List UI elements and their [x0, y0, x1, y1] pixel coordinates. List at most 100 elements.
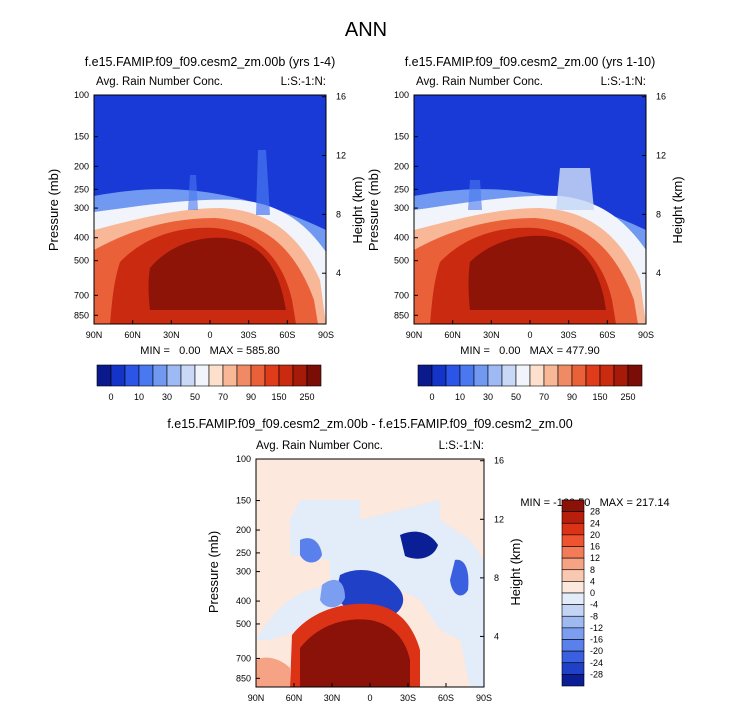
colorbar-swatch: [561, 499, 585, 512]
colorbar-swatch: [501, 364, 517, 387]
colorbar-swatch: [487, 364, 503, 387]
height-tick-label: 4: [656, 268, 661, 278]
panel-b-ylabel-right: Height (km): [670, 176, 685, 243]
x-tick-label: 30N: [324, 693, 341, 703]
colorbar-label: -28: [590, 669, 603, 679]
colorbar-label: 70: [539, 392, 549, 402]
panel-a: f.e15.FAMIP.f09_f09.cesm2_zm.00b (yrs 1-…: [46, 55, 365, 402]
colorbar-swatch: [459, 364, 475, 387]
panel-a-ylabel: Pressure (mb): [46, 169, 61, 251]
colorbar-label: 70: [218, 392, 228, 402]
colorbar-label: 4: [590, 576, 595, 586]
height-tick-label: 16: [336, 92, 346, 102]
y-tick-label: 500: [236, 619, 251, 629]
colorbar-swatch: [561, 650, 585, 664]
panel-a-title: f.e15.FAMIP.f09_f09.cesm2_zm.00b (yrs 1-…: [85, 55, 336, 69]
colorbar-swatch: [529, 364, 545, 387]
colorbar-swatch: [250, 364, 266, 387]
colorbar-swatch: [561, 546, 585, 559]
colorbar-swatch: [515, 364, 531, 387]
y-tick-label: 400: [236, 596, 251, 606]
height-tick-label: 12: [656, 151, 666, 161]
y-tick-label: 250: [394, 184, 409, 194]
colorbar-label: -16: [590, 635, 603, 645]
y-tick-label: 250: [74, 184, 89, 194]
panel-a-ylabel-right: Height (km): [350, 176, 365, 243]
colorbar-swatch: [194, 364, 210, 387]
colorbar-swatch: [222, 364, 238, 387]
colorbar-label: 28: [590, 507, 600, 517]
panel-diff-axes: 100 150 200 250 300 400 500 700 850 90N 60N 30N 0 30S…: [236, 454, 504, 703]
colorbar-label: -20: [590, 646, 603, 656]
colorbar-label: -12: [590, 623, 603, 633]
x-tick-label: 60S: [599, 330, 615, 340]
y-tick-label: 300: [236, 567, 251, 577]
colorbar-label: 12: [590, 553, 600, 563]
field-zone-blue: [300, 538, 322, 563]
x-tick-label: 90S: [476, 693, 492, 703]
y-tick-label: 200: [394, 161, 409, 171]
colorbar-swatch: [417, 364, 433, 387]
height-tick-label: 4: [494, 631, 499, 641]
y-tick-label: 300: [74, 203, 89, 213]
colorbar-label: 90: [246, 392, 256, 402]
colorbar-label: 20: [590, 530, 600, 540]
panel-b-axes: 100 150 200 250 300 400 500 700 850 90N 60N 30N 0 30S…: [394, 90, 666, 340]
x-tick-label: 0: [207, 330, 212, 340]
colorbar-swatch: [561, 615, 585, 629]
panel-a-stats: MIN = 0.00 MAX = 585.80: [140, 345, 279, 357]
colorbar-swatch: [599, 364, 615, 387]
x-tick-label: 90N: [248, 693, 265, 703]
panel-a-colorbar: 0 10 30 50 70 90 150 250: [96, 364, 322, 402]
x-tick-label: 30S: [241, 330, 257, 340]
y-tick-label: 850: [236, 673, 251, 683]
x-tick-label: 90S: [318, 330, 334, 340]
colorbar-swatch: [166, 364, 182, 387]
y-tick-label: 700: [236, 653, 251, 663]
panel-b-subtitle-left: Avg. Rain Number Conc.: [416, 76, 543, 88]
x-tick-label: 90S: [638, 330, 654, 340]
field-streak: [256, 150, 270, 215]
colorbar-swatch: [561, 511, 585, 524]
x-tick-label: 30N: [483, 330, 500, 340]
colorbar-label: -8: [590, 611, 598, 621]
y-tick-label: 700: [74, 290, 89, 300]
field-layer-core: [148, 237, 286, 310]
height-tick-label: 16: [656, 92, 666, 102]
colorbar-label: -4: [590, 600, 598, 610]
y-tick-label: 850: [74, 310, 89, 320]
colorbar-swatch: [585, 364, 601, 387]
height-tick-label: 16: [494, 456, 504, 466]
x-tick-label: 90N: [86, 330, 103, 340]
height-tick-label: 8: [336, 209, 341, 219]
x-tick-label: 60S: [279, 330, 295, 340]
y-tick-label: 200: [74, 161, 89, 171]
x-tick-label: 90N: [406, 330, 423, 340]
height-tick-label: 12: [336, 151, 346, 161]
colorbar-swatch: [306, 364, 322, 387]
colorbar-label: 10: [455, 392, 465, 402]
colorbar-swatch: [543, 364, 559, 387]
field-streak: [468, 180, 482, 210]
colorbar-swatch: [473, 364, 489, 387]
panel-diff: f.e15.FAMIP.f09_f09.cesm2_zm.00b - f.e15…: [167, 417, 669, 703]
y-tick-label: 400: [74, 233, 89, 243]
panel-diff-field: [256, 459, 484, 687]
colorbar-label: 24: [590, 518, 600, 528]
colorbar-label: 0: [429, 392, 434, 402]
field-layer-core: [468, 235, 606, 310]
x-tick-label: 0: [527, 330, 532, 340]
colorbar-swatch: [561, 592, 585, 605]
x-tick-label: 30S: [400, 693, 416, 703]
colorbar-label: 150: [271, 392, 286, 402]
x-tick-label: 0: [367, 693, 372, 703]
panel-a-subtitle-right: L:S:-1:N:: [281, 76, 326, 88]
colorbar-label: 8: [590, 565, 595, 575]
colorbar-swatch: [561, 534, 585, 547]
colorbar-label: 0: [108, 392, 113, 402]
colorbar-swatch: [110, 364, 126, 387]
y-tick-label: 850: [394, 310, 409, 320]
panel-diff-subtitle-right: L:S:-1:N:: [439, 440, 484, 452]
height-tick-label: 8: [656, 209, 661, 219]
colorbar-swatch: [561, 522, 585, 536]
